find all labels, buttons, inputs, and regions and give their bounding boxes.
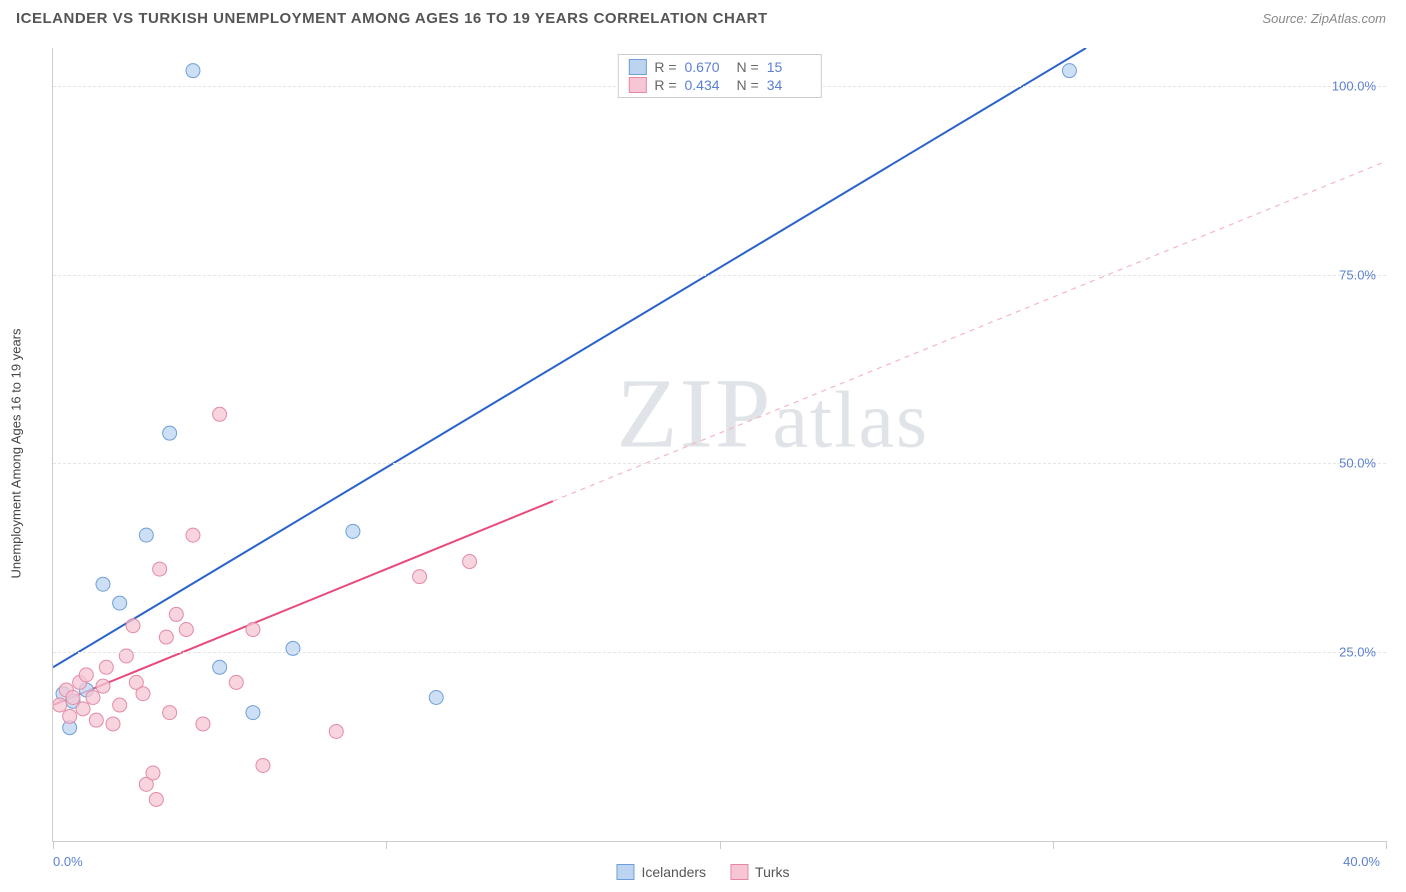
n-value: 15 — [767, 59, 811, 75]
n-value: 34 — [767, 77, 811, 93]
legend-label: Turks — [755, 864, 789, 880]
swatch-icon — [628, 77, 646, 93]
source-label: Source: ZipAtlas.com — [1262, 11, 1386, 26]
swatch-icon — [730, 864, 748, 880]
y-tick-label: 25.0% — [1339, 645, 1376, 660]
y-tick-label: 100.0% — [1332, 78, 1376, 93]
series-legend: Icelanders Turks — [616, 864, 789, 880]
r-value: 0.670 — [685, 59, 729, 75]
x-tick-label: 0.0% — [53, 854, 83, 869]
legend-item-icelanders: Icelanders — [616, 864, 706, 880]
scatter-plot-svg — [53, 48, 1386, 841]
legend-label: Icelanders — [641, 864, 706, 880]
legend-row-icelanders: R = 0.670 N = 15 — [628, 58, 810, 76]
legend-item-turks: Turks — [730, 864, 789, 880]
x-tick-label: 40.0% — [1343, 854, 1380, 869]
chart-title: ICELANDER VS TURKISH UNEMPLOYMENT AMONG … — [16, 10, 768, 27]
swatch-icon — [628, 59, 646, 75]
swatch-icon — [616, 864, 634, 880]
legend-row-turks: R = 0.434 N = 34 — [628, 76, 810, 94]
correlation-legend: R = 0.670 N = 15 R = 0.434 N = 34 — [617, 54, 821, 98]
y-axis-title: Unemployment Among Ages 16 to 19 years — [9, 328, 24, 578]
chart-plot-area: ZIPatlas R = 0.670 N = 15 R = 0.434 N = … — [52, 48, 1386, 842]
y-tick-label: 50.0% — [1339, 456, 1376, 471]
y-tick-label: 75.0% — [1339, 267, 1376, 282]
r-value: 0.434 — [685, 77, 729, 93]
